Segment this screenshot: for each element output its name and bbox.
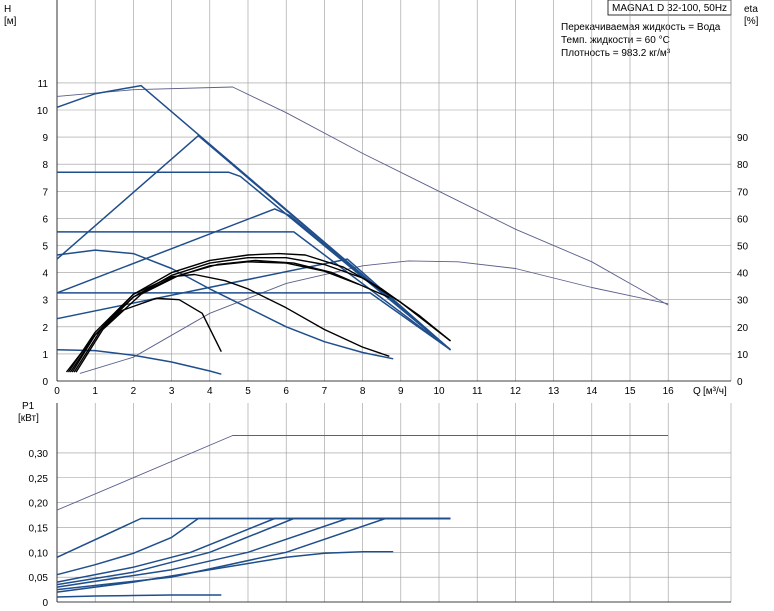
power-series-7 xyxy=(56,551,394,593)
eta-tick-0: 0 xyxy=(737,377,743,388)
flow-tick-2: 2 xyxy=(131,386,137,397)
power-tick-1: 0,05 xyxy=(29,573,49,584)
head-tick-3: 3 xyxy=(42,296,48,307)
flow-axis-label: Q xyxy=(693,386,701,397)
head-axis-unit: [м] xyxy=(4,16,17,27)
flow-tick-9: 9 xyxy=(398,386,404,397)
power-series-2 xyxy=(56,517,451,576)
flow-tick-0: 0 xyxy=(54,386,60,397)
power-series-8 xyxy=(56,594,222,598)
head-series-13 xyxy=(71,252,451,373)
eta-tick-50: 50 xyxy=(737,242,749,253)
head-series-15 xyxy=(73,261,360,373)
head-series-9 xyxy=(56,249,394,360)
fluid-line-2: Темп. жидкости = 60 °C xyxy=(561,35,670,46)
flow-tick-15: 15 xyxy=(624,386,636,397)
eta-tick-40: 40 xyxy=(737,269,749,280)
power-tick-6: 0,30 xyxy=(29,449,49,460)
power-series-6 xyxy=(56,517,451,591)
head-axis-label: H xyxy=(4,4,11,15)
power-series-0 xyxy=(56,435,669,511)
title-text: MAGNA1 D 32-100, 50Hz xyxy=(612,3,727,14)
eta-axis-unit: [%] xyxy=(744,16,759,27)
head-tick-5: 5 xyxy=(42,242,48,253)
head-tick-4: 4 xyxy=(42,269,48,280)
flow-tick-5: 5 xyxy=(245,386,251,397)
head-series-4 xyxy=(57,171,451,351)
flow-tick-7: 7 xyxy=(322,386,328,397)
flow-tick-10: 10 xyxy=(433,386,445,397)
flow-axis-unit: [м³/ч] xyxy=(703,386,727,397)
head-series-11 xyxy=(67,273,390,373)
flow-tick-13: 13 xyxy=(548,386,560,397)
eta-tick-80: 80 xyxy=(737,160,749,171)
flow-tick-12: 12 xyxy=(510,386,522,397)
fluid-line-1: Перекачиваемая жидкость = Вода xyxy=(561,22,721,33)
eta-tick-20: 20 xyxy=(737,323,749,334)
power-tick-5: 0,25 xyxy=(29,474,49,485)
head-series-8 xyxy=(57,292,451,351)
head-tick-2: 2 xyxy=(42,323,48,334)
eta-axis-label: eta xyxy=(744,4,758,15)
head-series-5 xyxy=(56,208,451,351)
flow-tick-16: 16 xyxy=(663,386,675,397)
head-tick-6: 6 xyxy=(42,214,48,225)
eta-tick-60: 60 xyxy=(737,214,749,225)
flow-tick-4: 4 xyxy=(207,386,213,397)
eta-tick-10: 10 xyxy=(737,350,749,361)
flow-tick-14: 14 xyxy=(586,386,598,397)
power-axis-label: P1 xyxy=(22,401,35,412)
flow-tick-8: 8 xyxy=(360,386,366,397)
eta-tick-70: 70 xyxy=(737,187,749,198)
power-tick-3: 0,15 xyxy=(29,523,49,534)
eta-tick-30: 30 xyxy=(737,296,749,307)
head-tick-8: 8 xyxy=(42,160,48,171)
flow-tick-1: 1 xyxy=(92,386,98,397)
fluid-line-3: Плотность = 983.2 кг/м³ xyxy=(561,48,671,59)
power-tick-2: 0,10 xyxy=(29,548,49,559)
head-series-3 xyxy=(56,134,451,351)
power-tick-0: 0 xyxy=(42,598,48,609)
head-series-16 xyxy=(75,259,390,373)
head-tick-0: 0 xyxy=(42,377,48,388)
power-axis-unit: [кВт] xyxy=(18,413,39,424)
flow-tick-11: 11 xyxy=(472,386,483,397)
flow-tick-3: 3 xyxy=(169,386,175,397)
head-series-1 xyxy=(79,260,669,374)
head-series-12 xyxy=(65,297,222,373)
power-tick-4: 0,20 xyxy=(29,499,49,510)
head-series-0 xyxy=(56,86,669,306)
head-tick-9: 9 xyxy=(42,133,48,144)
head-series-6 xyxy=(57,231,451,351)
head-tick-7: 7 xyxy=(42,187,48,198)
eta-tick-90: 90 xyxy=(737,133,749,144)
flow-tick-6: 6 xyxy=(283,386,289,397)
power-series-5 xyxy=(56,517,451,588)
head-tick-1: 1 xyxy=(42,350,48,361)
head-tick-10: 10 xyxy=(37,106,49,117)
head-tick-11: 11 xyxy=(38,79,49,90)
